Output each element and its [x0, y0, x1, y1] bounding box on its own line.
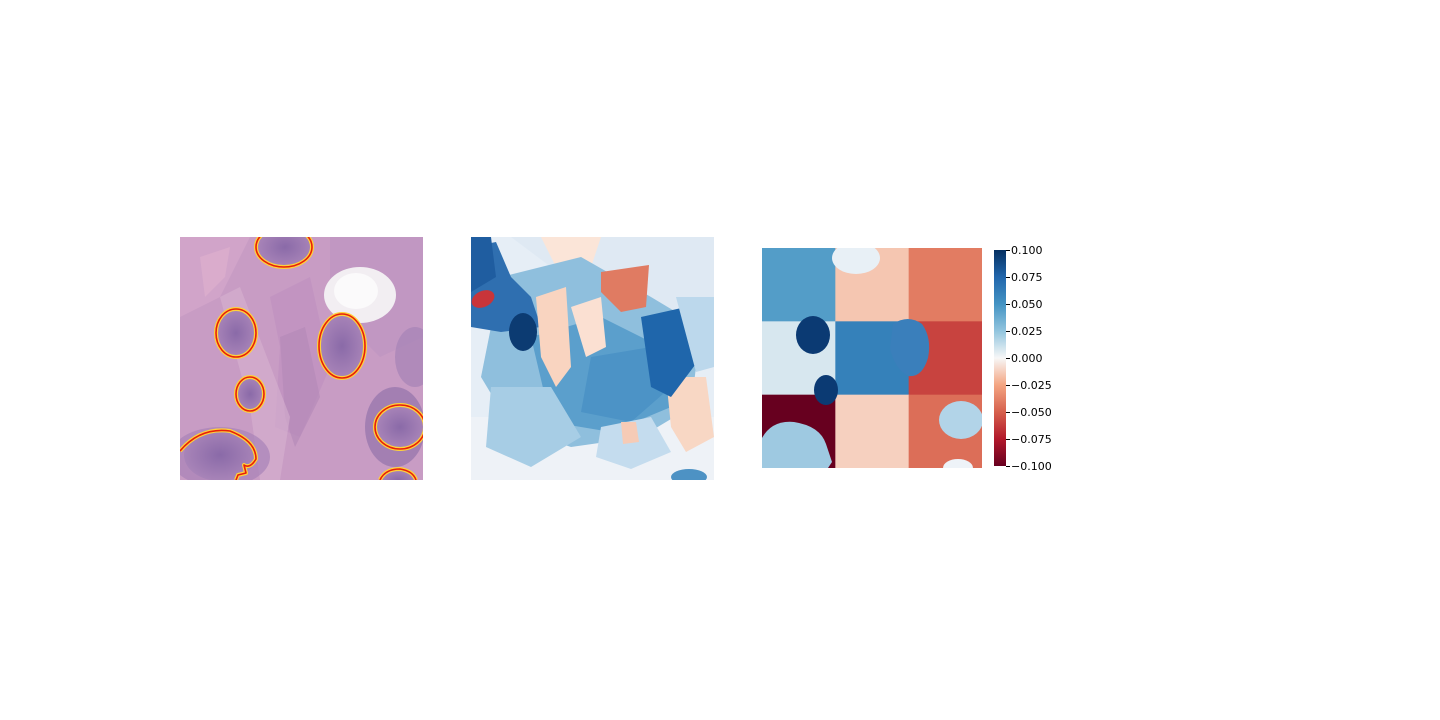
tissue-image — [180, 237, 423, 480]
colorbar-tick-mark — [1006, 249, 1010, 251]
colorbar-tick-mark — [1006, 384, 1010, 386]
colorbar-tick-label: −0.050 — [1011, 405, 1052, 419]
colorbar-tick-label: 0.025 — [1011, 324, 1043, 338]
colorbar-tick-label: 0.100 — [1011, 243, 1043, 257]
nucleus-overlay — [762, 421, 832, 468]
colorbar-tick-label: −0.025 — [1011, 378, 1052, 392]
colorbar-tick-mark — [1006, 438, 1010, 440]
colorbar-tick-label: −0.075 — [1011, 432, 1052, 446]
nucleus-overlay — [832, 248, 880, 274]
nucleus-overlay — [890, 319, 930, 377]
colorbar-tick-mark — [1006, 330, 1010, 332]
colorbar-tick-mark — [1006, 276, 1010, 278]
colorbar-tick-label: 0.050 — [1011, 297, 1043, 311]
nucleus-overlay — [796, 316, 830, 354]
nucleus-overlay — [943, 459, 973, 468]
nucleus-overlay — [939, 401, 982, 439]
grid-map-panel — [762, 248, 982, 468]
grid-cell — [762, 248, 836, 322]
tissue-image-panel — [180, 237, 423, 480]
colorbar-gradient — [994, 250, 1006, 466]
colorbar-tick-mark — [1006, 303, 1010, 305]
colorbar-tick-label: 0.000 — [1011, 351, 1043, 365]
grid-cell — [835, 394, 910, 468]
colorbar — [994, 250, 1006, 466]
colorbar-tick-mark — [1006, 357, 1010, 359]
nucleus-overlay — [814, 375, 838, 405]
attribution-map-panel — [471, 237, 714, 480]
colorbar-tick-label: −0.100 — [1011, 459, 1052, 473]
colorbar-tick-label: 0.075 — [1011, 270, 1043, 284]
grid-map — [762, 248, 982, 468]
colorbar-tick-mark — [1006, 411, 1010, 413]
colorbar-tick-mark — [1006, 465, 1010, 467]
attribution-map — [471, 237, 714, 480]
grid-cell — [908, 248, 982, 322]
